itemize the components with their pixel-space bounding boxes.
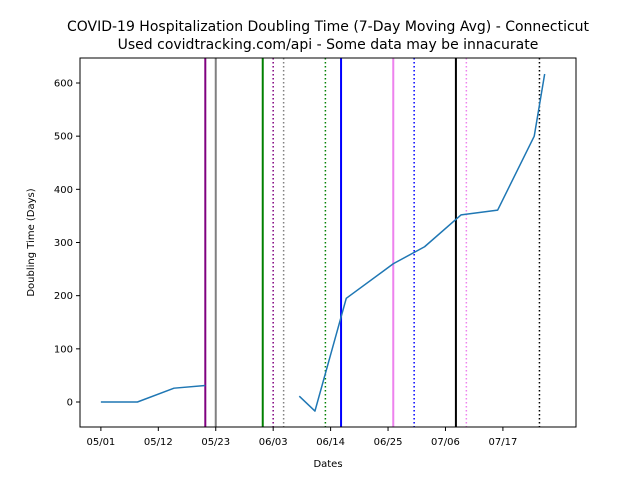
series-layer (100, 73, 546, 412)
x-tick-label: 06/14 (316, 437, 345, 448)
chart-title-line-2: Used covidtracking.com/api - Some data m… (118, 37, 539, 53)
x-axis-label: Dates (313, 459, 342, 470)
chart-title-line-1: COVID-19 Hospitalization Doubling Time (… (67, 19, 590, 35)
x-tick-label: 05/23 (201, 437, 230, 448)
y-axis-label: Doubling Time (Days) (26, 188, 37, 296)
x-tick-label: 05/01 (86, 437, 115, 448)
plot-frame (79, 57, 577, 428)
x-tick-label: 07/17 (488, 437, 517, 448)
series-1-segment-1 (100, 384, 206, 403)
x-tick-label: 05/12 (144, 437, 173, 448)
y-tick-label: 400 (54, 185, 73, 196)
x-tick-label: 06/25 (374, 437, 403, 448)
y-tick-label: 500 (54, 132, 73, 143)
y-axis-ticks: 0 100 200 300 400 500 600 (54, 78, 80, 409)
y-tick-label: 600 (54, 78, 73, 89)
x-axis-ticks: 05/01 05/12 05/23 06/03 06/14 06/25 07/06 07/17 (86, 427, 517, 448)
y-tick-label: 0 (67, 398, 73, 409)
x-tick-label: 06/03 (259, 437, 288, 448)
x-tick-label: 07/06 (431, 437, 460, 448)
y-tick-label: 300 (54, 238, 73, 249)
y-tick-label: 100 (54, 344, 73, 355)
y-tick-label: 200 (54, 291, 73, 302)
event-vertical-lines (204, 58, 541, 427)
series-1-segment-2 (298, 73, 546, 412)
